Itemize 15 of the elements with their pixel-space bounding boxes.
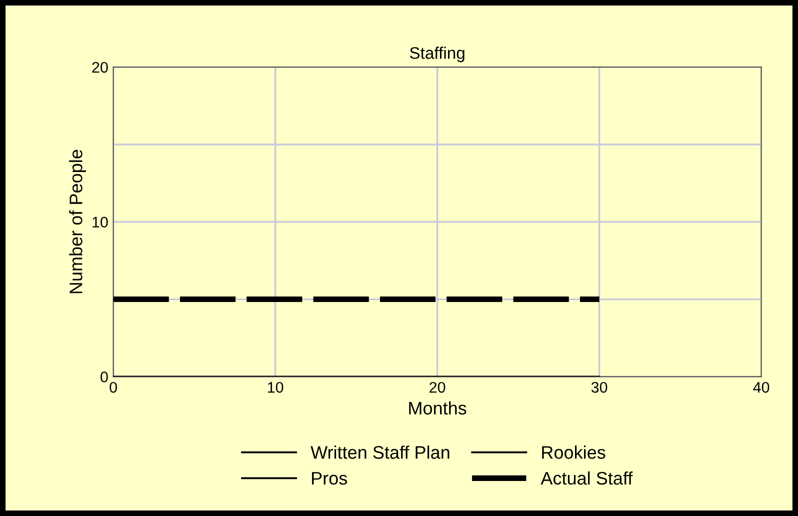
x-tick-label: 30: [591, 382, 608, 393]
y-tick-label: 20: [92, 62, 108, 73]
legend-label: Rookies: [542, 446, 606, 459]
legend-label: Written Staff Plan: [310, 446, 450, 459]
y-tick-label: 10: [92, 216, 108, 228]
x-tick-label: 20: [430, 382, 446, 393]
legend-label: Actual Staff: [540, 471, 633, 485]
y-axis-title: Number of People: [69, 150, 86, 294]
x-tick-label: 0: [110, 382, 117, 393]
x-tick-label: 40: [753, 382, 770, 393]
y-tick-label: 0: [100, 372, 108, 382]
chart-title: Staffing: [410, 46, 464, 62]
legend-label: Pros: [312, 472, 348, 485]
x-axis-title: Months: [409, 401, 466, 415]
x-tick-label: 10: [268, 382, 284, 393]
